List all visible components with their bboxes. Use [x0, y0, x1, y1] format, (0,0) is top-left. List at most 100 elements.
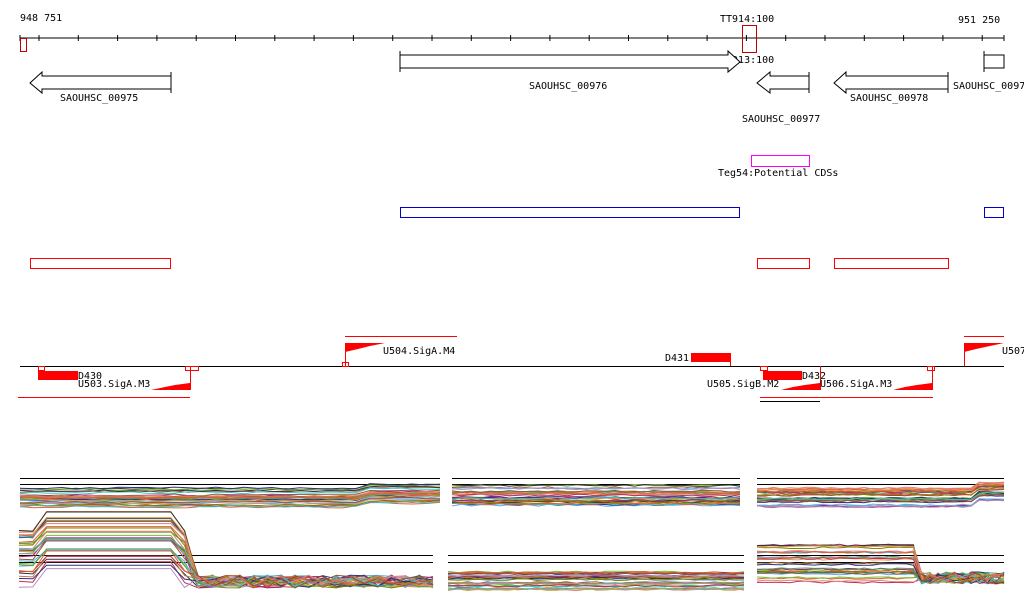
- feature-label-u503: U503.SigA.M3: [78, 379, 150, 390]
- gene-arrow[interactable]: [983, 51, 1005, 72]
- gene-arrow[interactable]: [29, 70, 172, 95]
- expression-line: [19, 487, 440, 495]
- u505-promoter[interactable]: [781, 383, 820, 390]
- expression-line: [19, 483, 441, 490]
- expression-line: [756, 543, 1005, 584]
- u504-promoter[interactable]: [345, 343, 385, 352]
- expression-line: [756, 498, 1005, 507]
- feature-label-d430: D430: [78, 371, 102, 382]
- terminator-box[interactable]: [742, 25, 757, 53]
- gene-label: SAOUHSC_00975: [60, 93, 138, 104]
- expression-line: [19, 497, 441, 505]
- expression-panel: [19, 478, 441, 509]
- feature-marker: [185, 366, 199, 371]
- expression-line: [756, 491, 1005, 501]
- expression-line: [447, 578, 745, 582]
- expression-line: [19, 496, 441, 504]
- terminator-label: TT913:100: [720, 55, 774, 66]
- expression-line: [756, 571, 1005, 585]
- expression-line: [757, 489, 1005, 497]
- expression-line: [756, 493, 1005, 503]
- d432-feature[interactable]: [763, 371, 802, 380]
- expression-panel: [18, 511, 434, 589]
- gene-arrow[interactable]: [399, 49, 741, 74]
- expression-line: [451, 500, 741, 504]
- expression-line: [447, 581, 745, 585]
- expression-line: [18, 539, 434, 589]
- expression-line: [19, 492, 441, 500]
- ruler-start-label: 948 751: [20, 13, 62, 24]
- ruler: [19, 35, 1005, 41]
- expression-line: [447, 572, 745, 575]
- feature-label-u507: U507: [1002, 346, 1024, 357]
- red-track-feature[interactable]: [834, 258, 949, 269]
- expression-line: [756, 567, 1005, 585]
- expression-panel: [756, 543, 1005, 585]
- expression-line: [756, 484, 1005, 493]
- expression-line: [19, 485, 441, 493]
- expression-line: [451, 496, 741, 500]
- expression-line: [756, 557, 1005, 585]
- red-track-feature[interactable]: [30, 258, 171, 269]
- expression-line: [18, 549, 434, 589]
- terminator-label: TT914:100: [720, 14, 774, 25]
- feature-label-d431: D431: [665, 353, 689, 364]
- expression-line: [19, 500, 441, 508]
- expression-line: [19, 490, 441, 498]
- d430-feature[interactable]: [38, 371, 78, 380]
- expression-line: [447, 584, 745, 588]
- expression-line: [451, 493, 741, 497]
- expression-line: [756, 550, 1005, 582]
- gene-arrow[interactable]: [756, 70, 810, 95]
- expression-line: [756, 499, 1005, 509]
- feature-marker: [342, 362, 349, 367]
- feature-label-u506: U506.SigA.M3: [820, 379, 892, 390]
- expression-line: [756, 481, 1005, 490]
- expression-line: [756, 571, 1005, 584]
- u507-promoter[interactable]: [964, 343, 1004, 352]
- d431-feature[interactable]: [691, 353, 730, 362]
- expression-line: [451, 487, 741, 491]
- gene-arrow[interactable]: [833, 70, 949, 95]
- u503-promoter[interactable]: [151, 383, 190, 390]
- expression-line: [447, 572, 745, 576]
- expression-line: [756, 545, 1005, 584]
- expression-line: [451, 489, 741, 493]
- blue-track-feature[interactable]: [400, 207, 740, 218]
- teg-label: Teg54:Potential CDSs: [718, 168, 838, 179]
- expression-line: [18, 568, 434, 589]
- expression-line: [447, 587, 745, 590]
- expression-line: [18, 550, 434, 588]
- expression-line: [756, 487, 1004, 496]
- u506-promoter[interactable]: [893, 383, 932, 390]
- teg-feature[interactable]: [751, 155, 810, 167]
- feature-marker: [760, 366, 768, 371]
- expression-line: [18, 523, 434, 589]
- expression-line: [451, 484, 741, 487]
- expression-line: [447, 574, 745, 578]
- feature-label-u505: U505.SigB.M2: [707, 379, 779, 390]
- expression-panel: [451, 478, 741, 507]
- gene-label: SAOUHSC_00976: [529, 81, 607, 92]
- expression-line: [451, 502, 741, 506]
- red-track-feature[interactable]: [757, 258, 810, 269]
- gene-label: SAOUHSC_0097: [953, 81, 1024, 92]
- expression-line: [451, 491, 741, 495]
- expression-panel: [447, 555, 745, 592]
- expression-panel: [756, 478, 1005, 509]
- expression-line: [447, 576, 745, 580]
- expression-line: [451, 487, 741, 491]
- feature-marker: [38, 366, 45, 371]
- terminator-marker[interactable]: [20, 38, 27, 52]
- feature-label-d432: D432: [802, 371, 826, 382]
- ruler-end-label: 951 250: [958, 15, 1000, 26]
- gene-label: SAOUHSC_00977: [742, 114, 820, 125]
- blue-track-feature[interactable]: [984, 207, 1004, 218]
- gene-label: SAOUHSC_00978: [850, 93, 928, 104]
- expression-line: [756, 494, 1005, 504]
- expression-line: [756, 563, 1005, 585]
- expression-tracks: [18, 478, 1005, 592]
- expression-line: [756, 550, 1005, 584]
- feature-label-u504: U504.SigA.M4: [383, 346, 455, 357]
